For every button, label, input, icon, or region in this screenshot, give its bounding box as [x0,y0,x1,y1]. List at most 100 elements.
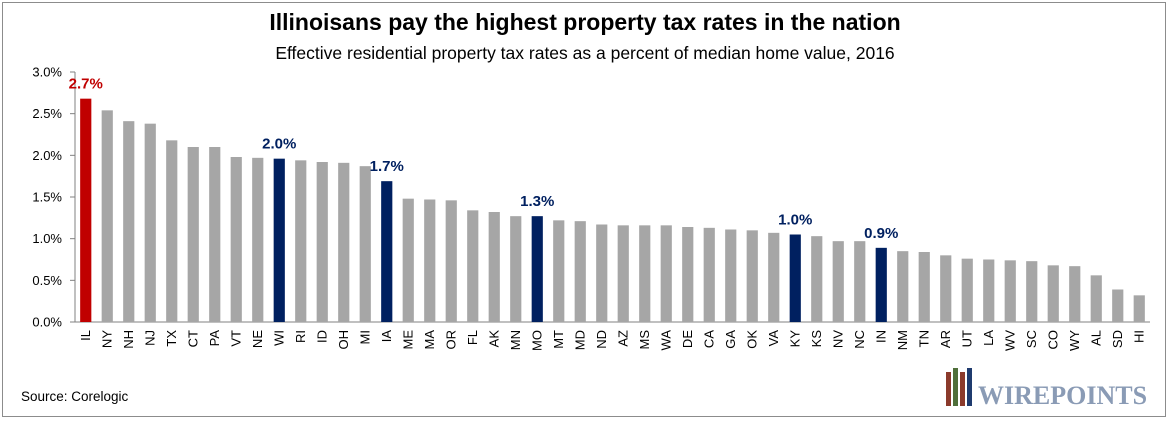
data-label-ky: 1.0% [778,212,812,229]
x-tick-label: AZ [615,330,630,347]
x-tick-label: CT [185,330,200,347]
bar-mi [359,166,371,322]
x-tick-label: IN [873,330,888,343]
x-tick-label: FL [465,330,480,345]
y-tick-label: 2.5% [32,106,62,121]
x-tick-label: NV [830,330,845,348]
bar-ak [488,212,500,322]
bar-az [617,225,629,322]
x-tick-label: TX [164,330,179,347]
x-tick-label: NC [852,330,867,349]
bar-nc [854,241,866,322]
data-label-in: 0.9% [864,225,898,242]
x-tick-label: MN [508,330,523,350]
wirepoints-logo: WIREPOINTS [942,366,1154,415]
x-tick-label: ID [314,330,329,343]
x-tick-label: NM [895,330,910,350]
x-tick-label: WA [658,330,673,351]
source-note: Source: Corelogic [21,389,129,404]
x-tick-label: PA [207,330,222,347]
bar-mt [553,220,565,322]
bar-tn [918,252,930,322]
bar-me [402,198,414,322]
x-tick-label: GA [723,330,738,349]
bar-fl [467,210,479,322]
bar-tx [166,140,178,322]
bar-ma [424,199,436,322]
x-tick-label: OK [744,330,759,349]
bar-de [682,227,694,322]
logo-stripe-3 [960,372,965,406]
data-label-il: 2.7% [69,76,103,93]
bar-ct [187,147,199,322]
bar-ca [703,227,715,322]
bar-ga [725,229,737,322]
bar-ky [789,234,801,322]
bar-md [574,221,586,322]
bar-va [768,232,780,322]
x-tick-label: MI [357,330,372,344]
x-tick-label: LA [981,330,996,346]
bar-ok [746,230,758,322]
y-tick-label: 1.0% [32,231,62,246]
bar-nh [123,121,135,323]
bar-ia [381,181,393,322]
y-tick-label: 0.5% [32,273,62,288]
bar-pa [209,147,221,322]
bar-ar [940,255,952,322]
bar-vt [230,157,242,322]
bar-mo [531,216,543,322]
x-tick-label: KS [809,330,824,348]
x-tick-label: WV [1002,330,1017,351]
x-tick-label: IA [379,330,394,343]
y-tick-label: 2.0% [32,148,62,163]
bar-ri [295,160,307,322]
bar-nj [144,123,156,323]
x-tick-label: MT [551,330,566,349]
bar-ne [252,157,264,322]
x-tick-label: NJ [142,330,157,346]
x-tick-label: AL [1088,330,1103,346]
bar-al [1090,275,1102,322]
x-tick-label: ND [594,330,609,349]
bar-hi [1133,295,1145,322]
bar-nd [596,224,608,322]
bar-ut [961,258,973,322]
x-tick-label: OH [336,330,351,350]
data-label-ia: 1.7% [370,158,404,175]
bar-wv [1004,260,1016,322]
bar-la [983,259,995,322]
x-tick-label: TN [916,330,931,347]
logo-stripe-1 [946,372,951,406]
bar-oh [338,162,350,322]
logo-stripe-4 [967,368,972,406]
bar-il [80,98,92,323]
x-tick-label: KY [787,330,802,348]
bar-nv [832,241,844,322]
y-tick-label: 1.5% [32,190,62,205]
x-tick-label: WI [271,330,286,346]
x-tick-label: OR [443,330,458,350]
bar-or [445,200,457,322]
bar-ms [639,225,651,322]
bar-wi [273,158,285,322]
y-tick-label: 3.0% [32,65,62,80]
x-tick-label: WY [1067,330,1082,351]
x-tick-label: VT [228,330,243,347]
x-tick-label: MO [529,330,544,351]
bar-sd [1112,289,1124,322]
logo-text: WIREPOINTS [978,381,1147,410]
x-tick-label: AK [486,330,501,348]
x-tick-label: DE [680,330,695,348]
x-tick-label: AR [938,330,953,348]
x-tick-label: RI [293,330,308,343]
x-tick-label: NH [121,330,136,349]
x-tick-label: SD [1110,330,1125,348]
x-tick-label: MA [422,330,437,350]
data-label-mo: 1.3% [520,193,554,210]
bar-wy [1069,266,1081,322]
logo-stripe-2 [953,368,958,406]
bar-sc [1026,261,1038,322]
x-tick-label: UT [959,330,974,347]
